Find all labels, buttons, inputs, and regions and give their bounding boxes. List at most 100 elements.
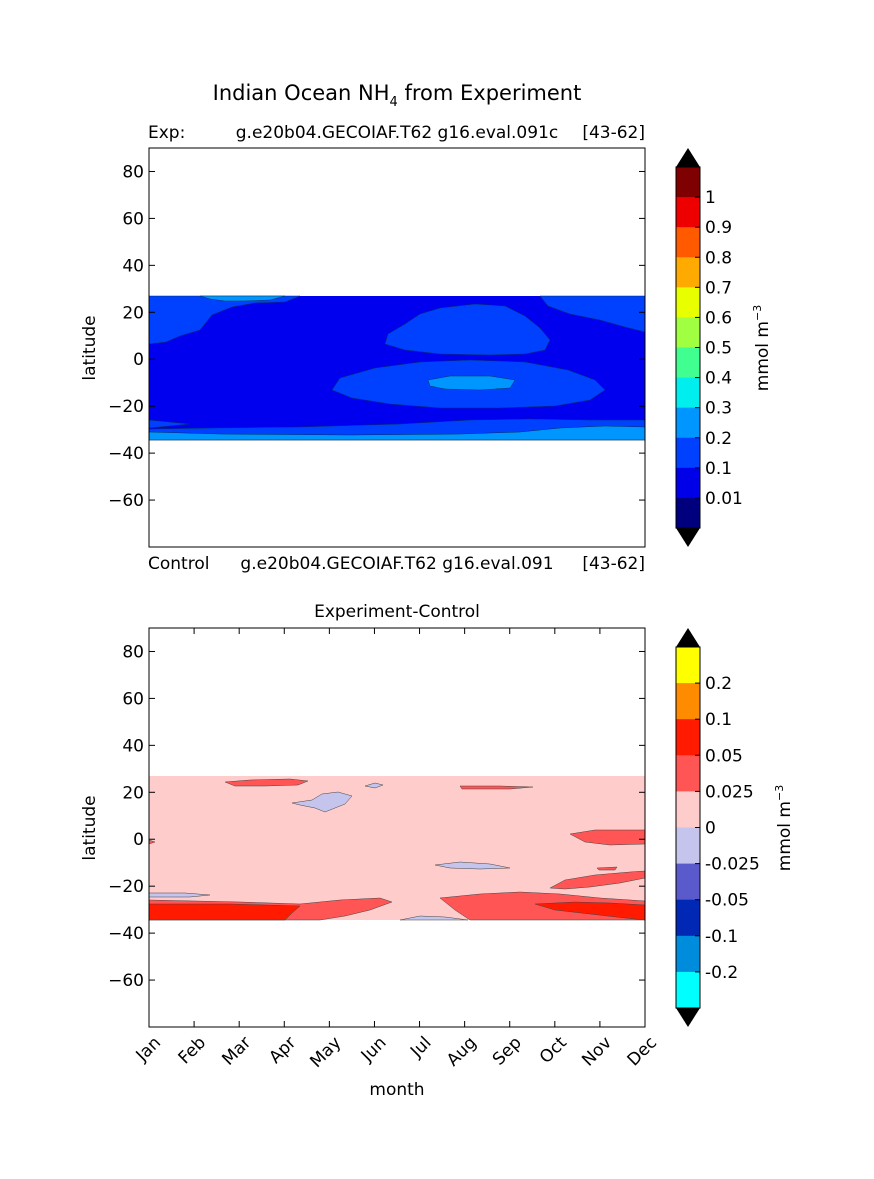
top-contour-high-north [199,295,286,302]
colorbar-extend-top [676,628,700,647]
bottom-contour-pos-aug [459,785,534,790]
colorbar-extend-top [676,148,700,167]
colorbar-tick-label: 0.9 [705,218,732,238]
top-bottom-right: [43-62] [582,554,645,574]
y-tick-label: 80 [122,162,144,182]
colorbar-segment [676,719,700,756]
top-contour-high-south [148,425,646,441]
colorbar-extend-bottom [676,1008,700,1027]
bottom-contour-pos-east-small [596,866,618,871]
colorbar-tick-label: 0.3 [705,399,732,419]
x-tick-label: Mar [218,1033,255,1070]
colorbar-segment [676,257,700,288]
top-title-right: [43-62] [582,123,645,143]
x-tick-label: Feb [175,1033,210,1068]
colorbar-tick-label: 1 [705,188,716,208]
colorbar-tick-label: -0.1 [705,927,738,947]
colorbar-segment [676,791,700,828]
bottom-contour-neg-jun [364,782,384,789]
colorbar-tick-label: 0.01 [705,489,743,509]
colorbar-segment [676,377,700,409]
colorbar-tick-label: 0.8 [705,248,732,268]
y-tick-label: 40 [122,256,144,276]
top-title-center: g.e20b04.GECOIAF.T62 g16.eval.091c [236,123,558,143]
top-plot-area [148,147,646,548]
bottom-contour-neg-aug [434,861,511,870]
colorbar-segment [676,827,700,865]
colorbar-extend-bottom [676,528,700,547]
colorbar-segment [676,317,700,348]
top-bottom-left: Control [148,554,209,574]
colorbar-tick-label: 0.4 [705,369,732,389]
bottom-plot-area [148,627,646,1028]
colorbar-tick-label: 0.05 [705,746,743,766]
x-tick-label: Jun [357,1033,391,1067]
bottom-contour-neg-jul [399,915,469,921]
y-tick-label: −20 [108,397,144,417]
top-colorbar-label: mmol m−3 [751,305,773,391]
top-y-axis-label: latitude [80,315,100,380]
colorbar-segment [676,197,700,228]
top-colorbar: 1 0.9 0.8 0.7 0.6 0.5 0.4 0.3 0.2 0.1 0.01 [675,148,743,547]
bottom-colorbar: 0.2 0.1 0.05 0.025 0 -0.025 -0.05 -0.1 -0.2 [675,628,760,1027]
x-tick-label: Apr [265,1033,300,1068]
colorbar-segment [676,287,700,318]
top-bottom-center: g.e20b04.GECOIAF.T62 g16.eval.091 [240,554,553,574]
colorbar-segment [676,497,700,529]
x-tick-label: Nov [578,1033,616,1071]
y-tick-label: 20 [122,303,144,323]
y-tick-label: −40 [108,444,144,464]
bottom-colorbar-label: mmol m−3 [773,785,795,871]
top-title-left: Exp: [148,123,185,143]
colorbar-segment [676,755,700,792]
top-contour-north-central [384,303,551,356]
top-contour-north-west [148,295,301,345]
colorbar-segment [676,683,700,720]
y-tick-label: 60 [122,209,144,229]
colorbar-segment [676,167,700,198]
x-tick-label: May [306,1033,345,1072]
bottom-contour-pos-north [224,778,309,787]
bottom-contour-high-west [148,903,301,921]
colorbar-segment [676,437,700,469]
colorbar-segment [676,467,700,499]
colorbar-tick-label: 0.025 [705,782,754,802]
colorbar-segment [676,647,700,684]
y-tick-label: −20 [108,877,144,897]
bottom-contour-neg-may [291,791,353,813]
y-tick-label: 0 [133,830,144,850]
top-panel: Exp: g.e20b04.GECOIAF.T62 g16.eval.091c … [80,123,773,574]
colorbar-tick-label: -0.2 [705,963,738,983]
y-tick-label: 80 [122,642,144,662]
bottom-y-axis-label: latitude [80,795,100,860]
colorbar-tick-label: 0.5 [705,339,732,359]
colorbar-tick-label: 0.6 [705,308,732,328]
top-plot-frame [148,147,646,548]
x-tick-label: Aug [443,1033,481,1071]
x-tick-label: Jul [406,1033,435,1062]
y-tick-label: 0 [133,350,144,370]
colorbar-segment [676,971,700,1009]
bottom-x-axis-label: month [369,1080,424,1100]
colorbar-tick-label: 0.1 [705,459,732,479]
x-tick-label: Sep [489,1033,526,1070]
colorbar-segment [676,407,700,439]
x-tick-label: Dec [624,1033,661,1070]
y-tick-label: 60 [122,689,144,709]
top-contour-high-center [427,375,516,391]
bottom-y-axis: 80 60 40 20 0 −20 −40 −60 [108,642,645,991]
bottom-plot-frame [148,627,646,1028]
figure-title: Indian Ocean NH4 from Experiment [213,81,582,110]
colorbar-segment [676,863,700,901]
colorbar-tick-label: 0.2 [705,429,732,449]
colorbar-segment [676,935,700,973]
colorbar-segment [676,347,700,379]
colorbar-tick-label: -0.025 [705,855,760,875]
bottom-title: Experiment-Control [314,602,480,622]
colorbar-tick-label: 0 [705,819,716,839]
top-y-axis: 80 60 40 20 0 −20 −40 −60 [108,162,645,511]
y-tick-label: −60 [108,971,144,991]
y-tick-label: −40 [108,924,144,944]
y-tick-label: 20 [122,783,144,803]
